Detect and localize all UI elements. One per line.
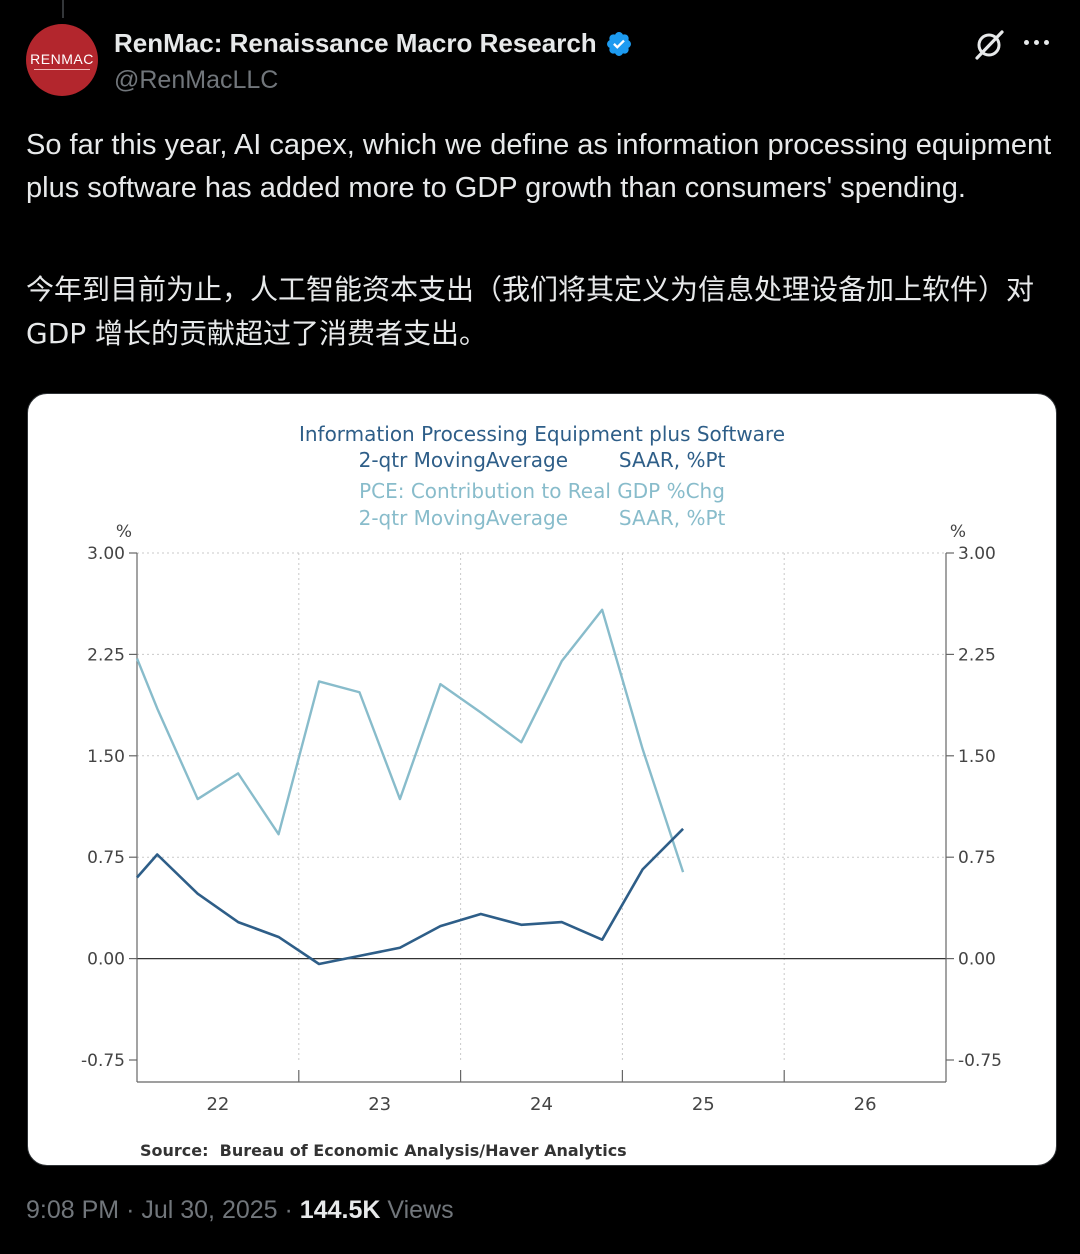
x-tick-label: 25 (692, 1094, 715, 1115)
grok-icon[interactable] (972, 28, 1006, 62)
verified-badge-icon (606, 31, 631, 56)
y-axis-left-unit: % (116, 522, 132, 542)
tweet-text-chinese: 今年到目前为止，人工智能资本支出（我们将其定义为信息处理设备加上软件）对 GDP… (26, 273, 1035, 350)
y-tick-label-left: 2.25 (87, 645, 125, 665)
author-handle[interactable]: @RenMacLLC (114, 66, 279, 94)
more-options-icon[interactable] (1024, 40, 1054, 48)
chart-image-card[interactable]: Information Processing Equipment plus So… (27, 393, 1057, 1166)
series-line-info-processing (136, 827, 684, 966)
chart-svg: Information Processing Equipment plus So… (81, 422, 1002, 1160)
y-axis-right-ticks: 3.00 2.25 1.50 0.75 0.00 -0.75 (946, 544, 1002, 1071)
x-tick-label: 26 (854, 1094, 877, 1115)
y-tick-label-left: 0.00 (87, 950, 125, 970)
chart-subtitle-line-1: PCE: Contribution to Real GDP %Chg (359, 479, 725, 503)
chart-gridlines (137, 552, 946, 1060)
y-tick-label-left: 0.75 (87, 848, 125, 868)
x-tick-label: 23 (368, 1094, 391, 1115)
chart-subtitle-line-2: 2-qtr MovingAverage SAAR, %Pt (359, 506, 726, 530)
chart-axes (136, 553, 947, 1083)
avatar[interactable]: RENMAC (26, 24, 98, 96)
chart-title-block: Information Processing Equipment plus So… (299, 422, 785, 530)
thread-connector-line (62, 0, 64, 18)
meta-separator: · (284, 1196, 300, 1224)
tweet-time[interactable]: 9:08 PM (26, 1196, 120, 1224)
y-tick-label-right: -0.75 (958, 1051, 1002, 1071)
y-tick-label-left: -0.75 (81, 1051, 125, 1071)
tweet-text-english: So far this year, AI capex, which we def… (26, 129, 1052, 204)
chart-series (135, 608, 685, 966)
chart-title-line-1: Information Processing Equipment plus So… (299, 422, 785, 446)
y-tick-label-right: 0.75 (958, 848, 996, 868)
y-tick-label-left: 1.50 (87, 747, 125, 767)
series-line-pce-contribution (135, 608, 685, 873)
tweet-date[interactable]: Jul 30, 2025 (141, 1196, 278, 1224)
meta-separator: · (126, 1196, 142, 1224)
chart-title-line-2: 2-qtr MovingAverage SAAR, %Pt (359, 448, 726, 472)
y-axis-right-unit: % (950, 522, 966, 542)
x-tick-label: 22 (206, 1094, 229, 1115)
y-axis-left-ticks: 3.00 2.25 1.50 0.75 0.00 -0.75 (81, 544, 137, 1071)
tweet-meta-row: 9:08 PM · Jul 30, 2025 · 144.5K Views (26, 1196, 454, 1225)
y-tick-label-right: 1.50 (958, 747, 996, 767)
author-display-name[interactable]: RenMac: Renaissance Macro Research (114, 28, 597, 58)
y-tick-label-right: 0.00 (958, 950, 996, 970)
views-label: Views (387, 1196, 454, 1224)
avatar-logo-rule (34, 68, 90, 70)
y-tick-label-right: 2.25 (958, 645, 996, 665)
x-axis-ticks: 22 23 24 25 26 (206, 1070, 877, 1115)
avatar-logo-text: RENMAC (30, 50, 94, 67)
y-tick-label-left: 3.00 (87, 544, 125, 564)
author-name-row[interactable]: RenMac: Renaissance Macro Research (114, 28, 633, 59)
chart-source-note: Source: Bureau of Economic Analysis/Have… (140, 1141, 627, 1160)
views-count: 144.5K (299, 1196, 381, 1224)
y-tick-label-right: 3.00 (958, 544, 996, 564)
x-tick-label: 24 (530, 1094, 553, 1115)
